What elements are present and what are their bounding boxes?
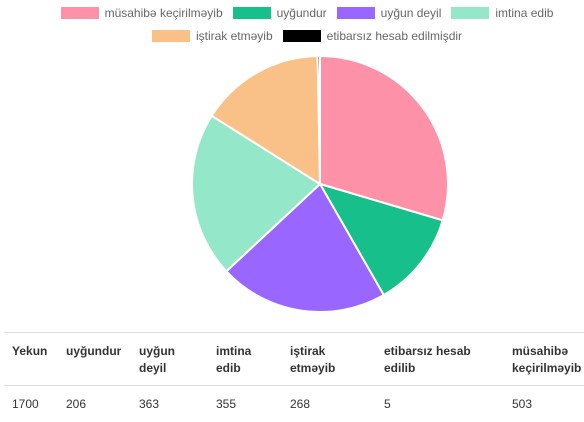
table-header: Yekun uyğundur uyğun deyil imtina edib iştir…: [4, 332, 584, 386]
column-header: uyğundur: [58, 332, 131, 386]
legend: müsahibə keçirilməyib uyğundur uyğun deyil…: [37, 6, 577, 43]
legend-swatch: [60, 7, 99, 19]
table-cell: 363: [139, 397, 160, 411]
table-row: 1700 206 363 355 268 5 503: [4, 386, 584, 422]
table-cell: 206: [66, 397, 87, 411]
table-body: 1700 206 363 355 268 5 503: [4, 386, 584, 422]
table-cell: 355: [216, 397, 237, 411]
column-header: imtina edib: [208, 332, 282, 386]
table-cell: 1700: [12, 397, 39, 411]
column-header: müsahibə keçirilməyib: [504, 332, 584, 386]
legend-label: imtina edib: [495, 6, 554, 20]
pie-slice: [191, 114, 322, 273]
table-cell: 5: [384, 397, 391, 411]
legend-item: etibarsız hesab edilmişdir: [282, 29, 463, 43]
summary-table: Yekun uyğundur uyğun deyil imtina edib iştir…: [4, 332, 584, 422]
column-header: etibarsız hesab edilib: [376, 332, 504, 386]
legend-swatch: [151, 30, 190, 42]
pie-chart: [191, 54, 449, 313]
legend-swatch: [336, 7, 375, 19]
pie-slice: [319, 54, 449, 222]
pie-slice: [317, 182, 444, 297]
legend-item: uyğun deyil: [336, 6, 442, 20]
column-header: iştirak etməyib: [282, 332, 376, 386]
table-cell: 268: [290, 397, 311, 411]
legend-swatch: [282, 30, 321, 42]
pie-slice: [224, 182, 386, 313]
legend-item: uyğundur: [232, 6, 327, 20]
legend-swatch: [451, 7, 490, 19]
pie-slice: [210, 55, 322, 186]
legend-label: etibarsız hesab edilmişdir: [326, 29, 463, 43]
legend-item: iştirak etməyib: [151, 29, 273, 43]
legend-label: uyğundur: [276, 6, 327, 20]
legend-label: uyğun deyil: [380, 6, 442, 20]
legend-item: imtina edib: [451, 6, 553, 20]
legend-item: müsahibə keçirilməyib: [60, 6, 223, 20]
table-cell: 503: [512, 397, 533, 411]
legend-label: iştirak etməyib: [195, 29, 273, 43]
legend-label: müsahibə keçirilməyib: [104, 6, 223, 20]
pie-slice: [316, 54, 321, 185]
legend-swatch: [232, 7, 271, 19]
column-header: Yekun: [4, 332, 58, 386]
column-header: uyğun deyil: [131, 332, 208, 386]
